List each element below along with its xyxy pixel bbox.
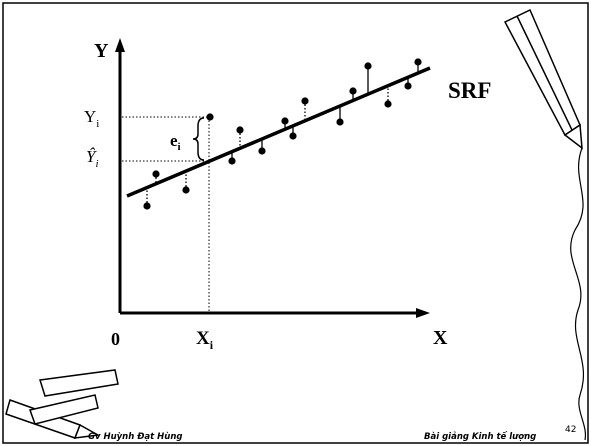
point — [182, 186, 189, 193]
yi-base: Y — [84, 107, 96, 126]
origin-label: 0 — [111, 329, 120, 349]
point — [349, 87, 356, 94]
x-axis-label: X — [433, 327, 448, 349]
point — [236, 126, 243, 133]
y-axis-label: Y — [94, 40, 109, 62]
page: Y X 0 Yi Ŷi ei Xi SRF Gv Huỳnh Đạt Hùng … — [0, 0, 591, 446]
footer-course: Bài giảng Kinh tế lượng — [424, 431, 536, 442]
point — [289, 132, 296, 139]
point — [143, 202, 150, 209]
point — [336, 118, 343, 125]
point — [384, 100, 391, 107]
point — [301, 97, 308, 104]
footer-author: Gv Huỳnh Đạt Hùng — [88, 432, 183, 442]
srf-label: SRF — [448, 78, 491, 103]
yhat-sub: i — [95, 158, 98, 170]
point — [404, 82, 411, 89]
point — [281, 117, 288, 124]
point — [364, 62, 371, 69]
point — [414, 58, 421, 65]
slide: Y X 0 Yi Ŷi ei Xi SRF Gv Huỳnh Đạt Hùng … — [0, 0, 591, 446]
point — [152, 170, 159, 177]
point — [228, 157, 235, 164]
point-i — [206, 113, 213, 120]
page-number: 42 — [565, 425, 576, 435]
xi-base: X — [196, 328, 210, 349]
yi-sub: i — [96, 118, 99, 130]
ei-sub: i — [178, 141, 181, 153]
point — [258, 147, 265, 154]
